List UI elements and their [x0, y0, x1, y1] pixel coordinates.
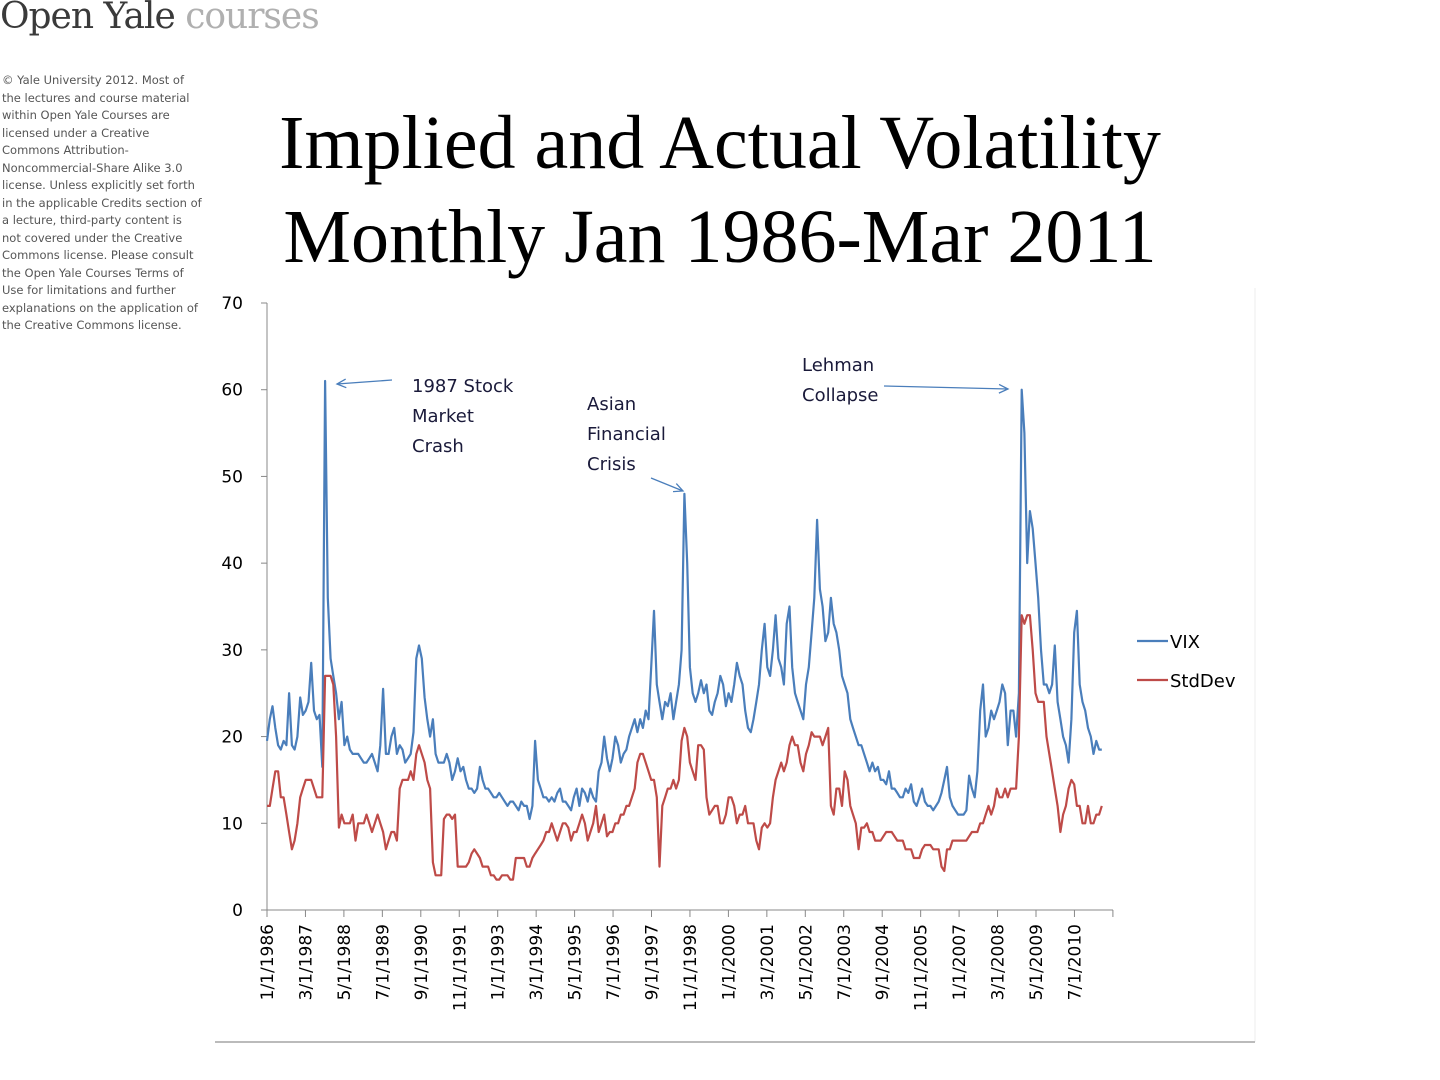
x-tick-label: 9/1/1990: [412, 924, 432, 1000]
title-line-1: Implied and Actual Volatility: [279, 101, 1161, 185]
x-tick-label: 1/1/2000: [719, 924, 739, 1000]
annotation-text: 1987 Stock: [412, 376, 514, 397]
chart-title: Implied and Actual Volatility Monthly Ja…: [180, 96, 1260, 284]
x-tick-label: 1/1/1993: [489, 924, 509, 1000]
x-tick-label: 7/1/2003: [835, 924, 855, 1000]
annotation-text: Crisis: [587, 454, 636, 475]
arrowhead-icon: [998, 383, 1010, 394]
annotation: 1987 Stock Market Crash: [335, 376, 514, 457]
annotation-text: Lehman: [802, 355, 874, 376]
open-yale-logo: Open Yale courses: [0, 0, 320, 37]
legend-label-vix: VIX: [1170, 632, 1200, 653]
x-tick-label: 5/1/1995: [566, 924, 586, 1000]
legend-label-stddev: StdDev: [1170, 671, 1236, 692]
x-tick-label: 9/1/2004: [873, 924, 893, 1000]
x-tick-label: 7/1/1996: [604, 924, 624, 1000]
x-tick-label: 11/1/2005: [912, 924, 932, 1011]
x-tick-label: 11/1/1998: [681, 924, 701, 1011]
annotation-arrow: [883, 385, 1009, 390]
annotation: Asian Financial Crisis: [587, 394, 685, 493]
x-tick-label: 1/1/1986: [258, 924, 278, 1000]
annotation-arrow: [650, 477, 684, 492]
annotation: Lehman Collapse: [802, 355, 1010, 406]
copyright-notice: © Yale University 2012. Most of the lect…: [2, 73, 202, 332]
y-tick-label: 60: [221, 381, 243, 401]
x-tick-label: 3/1/2001: [758, 924, 778, 1000]
annotation-text: Collapse: [802, 385, 879, 406]
series-line-stddev: [267, 614, 1103, 881]
annotation-arrow: [336, 379, 393, 385]
y-tick-label: 0: [232, 901, 243, 921]
x-tick-label: 5/1/1988: [335, 924, 355, 1000]
x-tick-label: 3/1/1987: [296, 924, 316, 1000]
y-tick-label: 20: [221, 728, 243, 748]
arrowhead-icon: [335, 378, 347, 389]
logo-main: Open Yale: [0, 0, 176, 37]
x-tick-label: 5/1/2009: [1027, 924, 1047, 1000]
title-line-2: Monthly Jan 1986-Mar 2011: [283, 195, 1157, 279]
y-tick-label: 70: [221, 294, 243, 314]
x-tick-label: 1/1/2007: [950, 924, 970, 1000]
logo-sub: courses: [185, 0, 319, 37]
x-tick-label: 5/1/2002: [796, 924, 816, 1000]
annotation-text: Crash: [412, 436, 464, 457]
annotation-text: Financial: [587, 424, 666, 445]
y-tick-label: 50: [221, 467, 243, 487]
annotation-text: Asian: [587, 394, 636, 415]
x-tick-label: 11/1/1991: [450, 924, 470, 1011]
y-tick-label: 10: [221, 814, 243, 834]
x-tick-label: 3/1/1994: [527, 924, 547, 1000]
y-tick-label: 40: [221, 554, 243, 574]
series-line-vix: [265, 379, 1102, 821]
x-tick-label: 9/1/1997: [643, 924, 663, 1000]
annotation-text: Market: [412, 406, 474, 427]
x-tick-label: 3/1/2008: [989, 924, 1009, 1000]
arrowhead-icon: [672, 483, 685, 493]
x-tick-label: 7/1/2010: [1065, 924, 1085, 1000]
x-tick-label: 7/1/1989: [373, 924, 393, 1000]
y-tick-label: 30: [221, 641, 243, 661]
